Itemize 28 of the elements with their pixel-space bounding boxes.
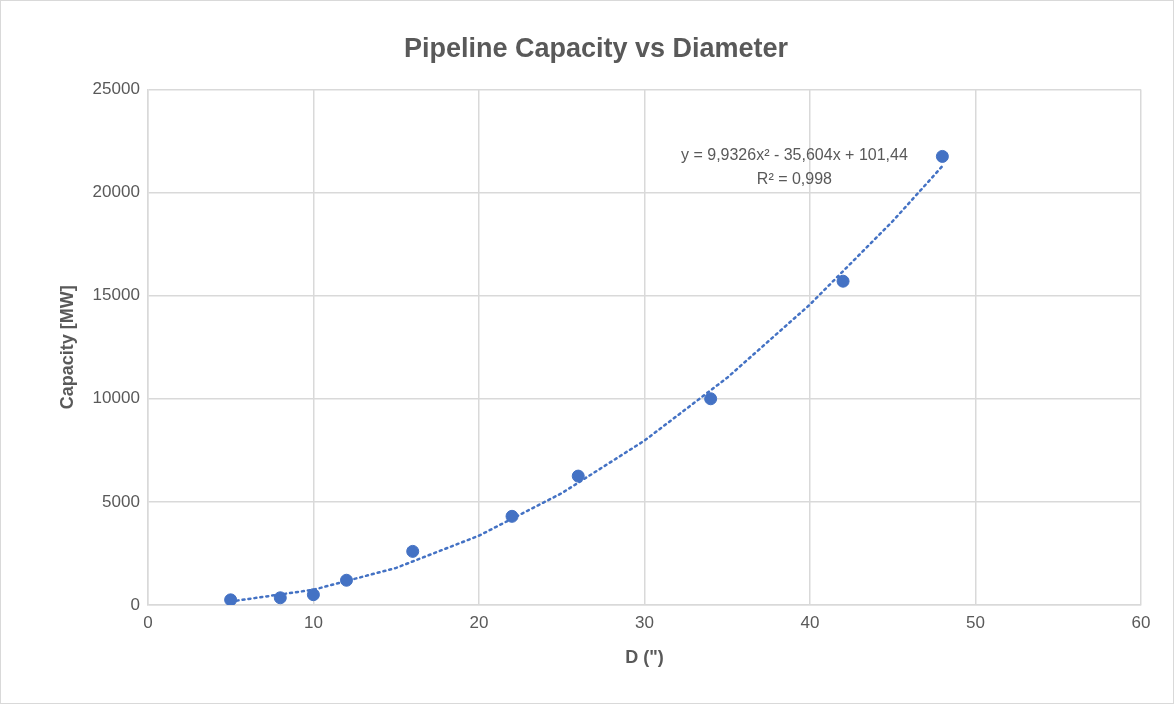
point (306, 588, 320, 602)
y-tick-label: 15000 (92, 285, 140, 305)
x-tick-label: 0 (143, 612, 153, 632)
x-tick-label: 40 (800, 612, 820, 632)
point (224, 593, 238, 605)
x-tick-label: 50 (966, 612, 985, 632)
x-axis-title: D (") (625, 647, 664, 668)
point (406, 544, 420, 558)
annotation: y = 9,9326x² - 35,604x + 101,44 (680, 145, 908, 163)
point (704, 392, 718, 406)
point (836, 274, 850, 288)
point (505, 509, 519, 523)
x-tick-label: 30 (634, 612, 654, 632)
y-tick-label: 20000 (92, 182, 140, 202)
y-tick-label: 5000 (102, 491, 140, 511)
x-tick-label: 20 (469, 612, 489, 632)
point (340, 573, 353, 587)
x-tick-label: 60 (1131, 612, 1151, 632)
x-tick-label: 10 (303, 612, 323, 632)
y-tick-label: 25000 (92, 79, 140, 99)
annotation: R² = 0,998 (756, 169, 833, 187)
point (571, 469, 585, 483)
chart-title: Pipeline Capacity vs Diameter (403, 32, 789, 63)
point (935, 149, 949, 163)
y-axis-title: Capacity [MW] (56, 285, 77, 410)
y-tick-label: 0 (130, 594, 140, 614)
y-tick-label: 10000 (92, 388, 140, 408)
point (273, 591, 287, 605)
